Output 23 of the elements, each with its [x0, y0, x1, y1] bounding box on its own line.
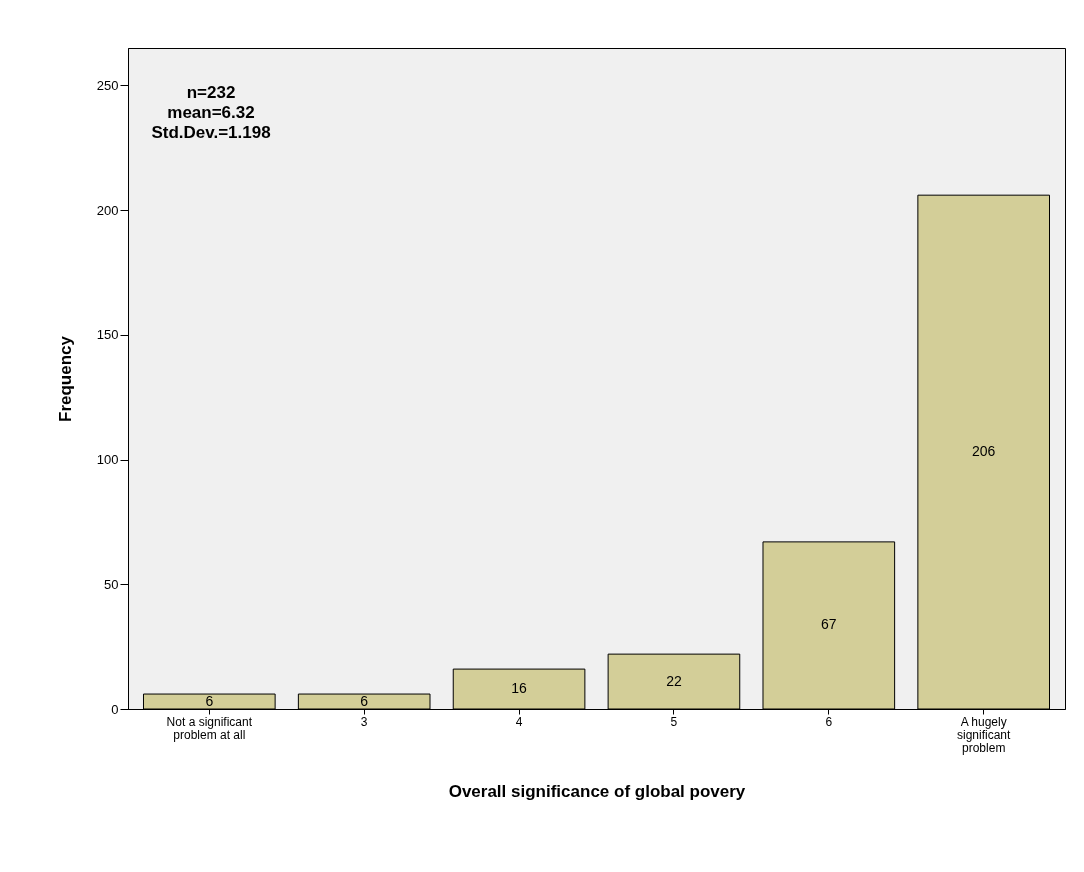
- x-tick-label: 5: [670, 714, 678, 729]
- y-axis-title: Frequency: [55, 335, 75, 422]
- x-tick-label: 4: [515, 714, 523, 729]
- data-label: 6: [360, 692, 369, 709]
- annotation: n=232: [186, 83, 236, 102]
- data-label: 67: [821, 616, 837, 633]
- y-tick-label: 150: [96, 327, 119, 343]
- x-tick-label: 3: [360, 714, 368, 729]
- data-label: 22: [666, 672, 682, 689]
- x-axis-title: Overall significance of global povery: [448, 781, 746, 801]
- y-tick-label: 50: [104, 576, 119, 592]
- y-tick-label: 250: [96, 77, 119, 93]
- data-label: 6: [205, 692, 214, 709]
- x-tick-label: A hugely significant problem: [957, 714, 1012, 755]
- data-label: 16: [511, 680, 528, 697]
- y-tick-label: 200: [96, 202, 119, 218]
- annotation: mean=6.32: [167, 103, 255, 122]
- annotation: Std.Dev.=1.198: [151, 123, 271, 142]
- x-tick-label: 6: [825, 714, 833, 729]
- y-tick-label: 0: [111, 701, 119, 717]
- y-tick-label: 100: [96, 452, 119, 468]
- data-label: 206: [972, 443, 996, 460]
- x-tick-label: Not a significant problem at all: [166, 714, 253, 742]
